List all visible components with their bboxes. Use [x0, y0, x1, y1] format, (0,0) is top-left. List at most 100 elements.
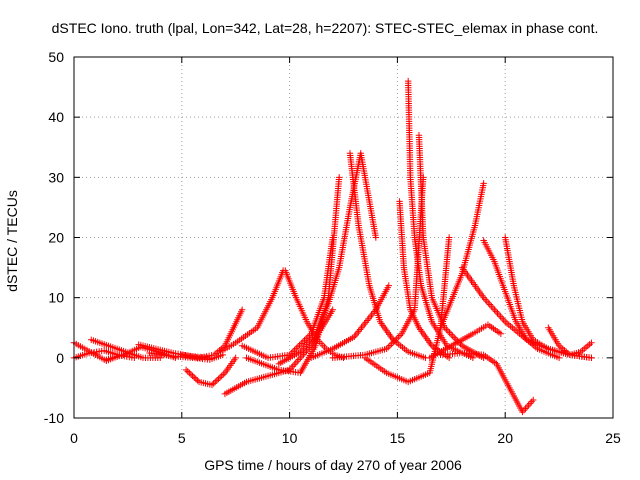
data-point — [446, 329, 453, 336]
data-point — [232, 354, 239, 362]
data-point — [480, 180, 487, 187]
data-point — [216, 374, 224, 381]
x-tick-label: 25 — [605, 430, 621, 446]
data-point — [481, 296, 489, 303]
data-point — [530, 396, 537, 404]
data-point — [291, 361, 298, 368]
data-point — [194, 377, 201, 384]
data-point — [495, 311, 503, 319]
axis-ticks: 0 5 10 15 20 25 -10 0 10 20 30 40 50 — [44, 49, 621, 446]
data-point — [485, 299, 492, 307]
x-tick-label: 5 — [178, 430, 186, 446]
series-6 — [178, 306, 246, 362]
data-point — [192, 375, 200, 383]
data-point — [525, 401, 532, 409]
data-point — [498, 315, 506, 322]
data-point — [329, 306, 336, 313]
data-point — [497, 313, 504, 320]
data-point — [213, 377, 221, 384]
y-tick-label: 30 — [48, 169, 64, 185]
data-point — [335, 174, 343, 181]
data-point — [238, 306, 246, 313]
data-point — [491, 306, 498, 313]
series-5 — [146, 349, 226, 363]
x-tick-label: 15 — [390, 430, 406, 446]
data-point — [449, 332, 456, 340]
series-24 — [502, 234, 595, 362]
chart-title: dSTEC Iono. truth (lpal, Lon=342, Lat=28… — [52, 20, 599, 36]
data-point — [386, 342, 394, 349]
data-point — [298, 352, 306, 360]
data-point — [447, 331, 455, 338]
data-point — [494, 309, 501, 317]
series-12 — [243, 174, 343, 377]
data-point — [292, 359, 299, 367]
series-14 — [346, 150, 429, 362]
y-tick-label: 20 — [48, 230, 64, 246]
data-point — [340, 354, 347, 362]
data-point — [522, 405, 529, 412]
data-point — [210, 380, 217, 387]
data-point — [372, 234, 380, 241]
data-point — [588, 354, 595, 362]
series-2 — [88, 336, 164, 362]
data-point — [444, 327, 452, 335]
x-axis-label: GPS time / hours of day 270 of year 2006 — [204, 457, 462, 473]
grid — [74, 57, 613, 418]
data-point — [295, 356, 303, 363]
data-point — [486, 301, 493, 308]
data-point — [523, 403, 531, 411]
data-points — [70, 77, 595, 416]
x-tick-label: 0 — [70, 430, 78, 446]
data-point — [526, 400, 534, 407]
data-point — [190, 374, 198, 381]
data-point — [189, 372, 196, 380]
data-point — [186, 369, 193, 377]
data-point — [528, 398, 535, 405]
series-25 — [426, 321, 505, 362]
data-point — [445, 354, 453, 362]
y-tick-label: 10 — [48, 290, 64, 306]
data-point — [488, 303, 495, 310]
data-point — [385, 282, 392, 289]
y-tick-label: 0 — [56, 350, 64, 366]
data-point — [483, 297, 490, 305]
data-point — [445, 234, 453, 241]
series-23 — [480, 237, 563, 362]
series-9 — [221, 306, 336, 398]
data-point — [492, 308, 500, 315]
data-point — [555, 354, 563, 362]
x-tick-label: 20 — [497, 430, 513, 446]
data-point — [588, 339, 595, 346]
series-7 — [182, 354, 239, 389]
data-point — [500, 316, 507, 324]
series-27 — [545, 324, 595, 359]
data-point — [187, 371, 195, 378]
y-tick-label: 40 — [48, 109, 64, 125]
data-point — [220, 371, 227, 378]
data-point — [489, 304, 497, 312]
data-point — [218, 372, 225, 380]
data-point — [184, 368, 191, 375]
data-point — [451, 334, 458, 341]
series-13 — [275, 150, 380, 368]
data-point — [215, 375, 222, 383]
series-8 — [217, 267, 287, 356]
series-18 — [404, 77, 477, 362]
data-point — [182, 366, 190, 374]
data-point — [294, 358, 301, 365]
series-22 — [458, 264, 595, 362]
x-tick-label: 10 — [282, 430, 298, 446]
y-tick-label: 50 — [48, 49, 64, 65]
y-axis-label: dSTEC / TECUs — [4, 190, 20, 292]
data-point — [497, 330, 505, 337]
data-point — [212, 378, 219, 386]
series-26 — [437, 349, 537, 416]
data-point — [469, 354, 477, 362]
data-point — [208, 381, 216, 389]
series-21 — [437, 180, 487, 331]
y-tick-label: -10 — [44, 410, 64, 426]
series-15 — [307, 282, 392, 362]
